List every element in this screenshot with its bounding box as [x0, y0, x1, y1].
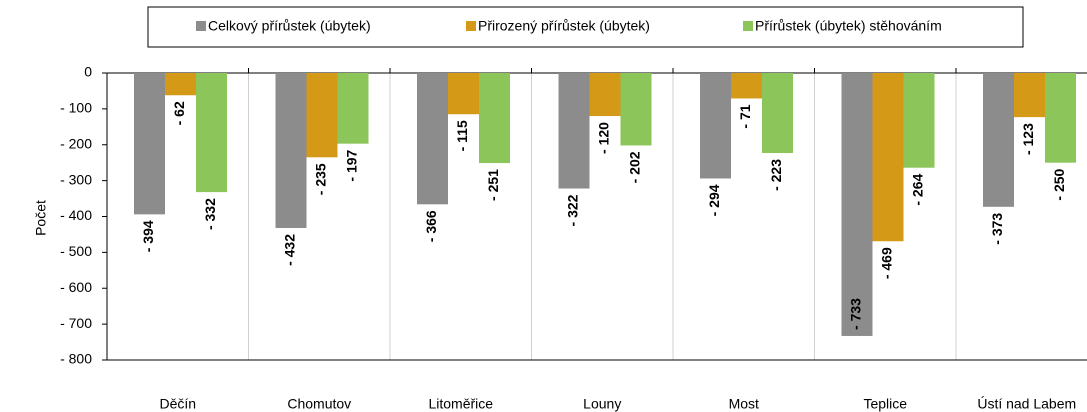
bar: [903, 73, 935, 168]
x-tick-label: Chomutov: [287, 396, 351, 412]
value-label: - 373: [989, 213, 1005, 245]
value-label: - 322: [565, 194, 581, 226]
value-label: - 197: [344, 149, 360, 181]
bar: [983, 73, 1014, 207]
value-label: - 250: [1051, 168, 1067, 200]
x-tick-label: Děčín: [159, 396, 196, 412]
bar: [448, 73, 479, 115]
value-label: - 394: [140, 220, 156, 252]
legend-swatch: [466, 21, 476, 31]
bar: [306, 73, 338, 158]
value-label: - 71: [737, 104, 753, 128]
value-label: - 202: [627, 151, 643, 183]
value-label: - 123: [1020, 123, 1036, 155]
legend-swatch: [743, 21, 753, 31]
bar: [134, 73, 165, 215]
value-label: - 62: [171, 101, 187, 125]
bar: [620, 73, 652, 146]
value-label: - 733: [848, 298, 864, 330]
x-tick-label: Louny: [583, 396, 621, 412]
legend-swatch: [196, 21, 206, 31]
x-tick-label: Most: [729, 396, 759, 412]
bar: [700, 73, 731, 179]
bar: [841, 73, 873, 336]
legend-box: [147, 6, 1024, 48]
bar: [417, 73, 448, 205]
bar: [479, 73, 510, 164]
y-tick-label: - 800: [60, 351, 92, 367]
value-label: - 120: [596, 122, 612, 154]
y-tick-label: 0: [84, 64, 92, 80]
value-label: - 366: [423, 210, 439, 242]
legend-label: Přírůstek (úbytek) stěhováním: [755, 18, 942, 34]
y-tick-label: - 300: [60, 171, 92, 187]
value-label: - 115: [454, 120, 470, 151]
value-label: - 223: [768, 159, 784, 191]
y-tick-label: - 100: [60, 100, 92, 116]
value-label: - 264: [910, 174, 926, 206]
bar: [196, 73, 227, 193]
x-tick-label: Litoměřice: [428, 396, 493, 412]
y-tick-label: - 700: [60, 315, 92, 331]
y-tick-label: - 200: [60, 135, 92, 151]
y-tick-label: - 600: [60, 279, 92, 295]
bar: [872, 73, 904, 242]
value-label: - 294: [706, 184, 722, 216]
legend-label: Přirozený přírůstek (úbytek): [478, 18, 650, 34]
x-tick-label: Ústí nad Labem: [977, 396, 1076, 412]
bar: [1045, 73, 1076, 163]
y-tick-label: - 400: [60, 207, 92, 223]
bar: [558, 73, 590, 189]
value-label: - 251: [485, 169, 501, 201]
y-axis-title: Počet: [33, 200, 49, 236]
legend-label: Celkový přírůstek (úbytek): [208, 18, 371, 34]
bar: [275, 73, 307, 228]
bar: [589, 73, 621, 117]
y-tick-label: - 500: [60, 243, 92, 259]
value-label: - 235: [313, 163, 329, 195]
value-label: - 332: [202, 198, 218, 230]
bar: [165, 73, 196, 96]
bar: [731, 73, 762, 99]
value-label: - 469: [879, 247, 895, 279]
bar: [337, 73, 369, 144]
bar: [1014, 73, 1045, 118]
x-tick-label: Teplice: [863, 396, 907, 412]
bar: [762, 73, 793, 154]
value-label: - 432: [282, 234, 298, 266]
